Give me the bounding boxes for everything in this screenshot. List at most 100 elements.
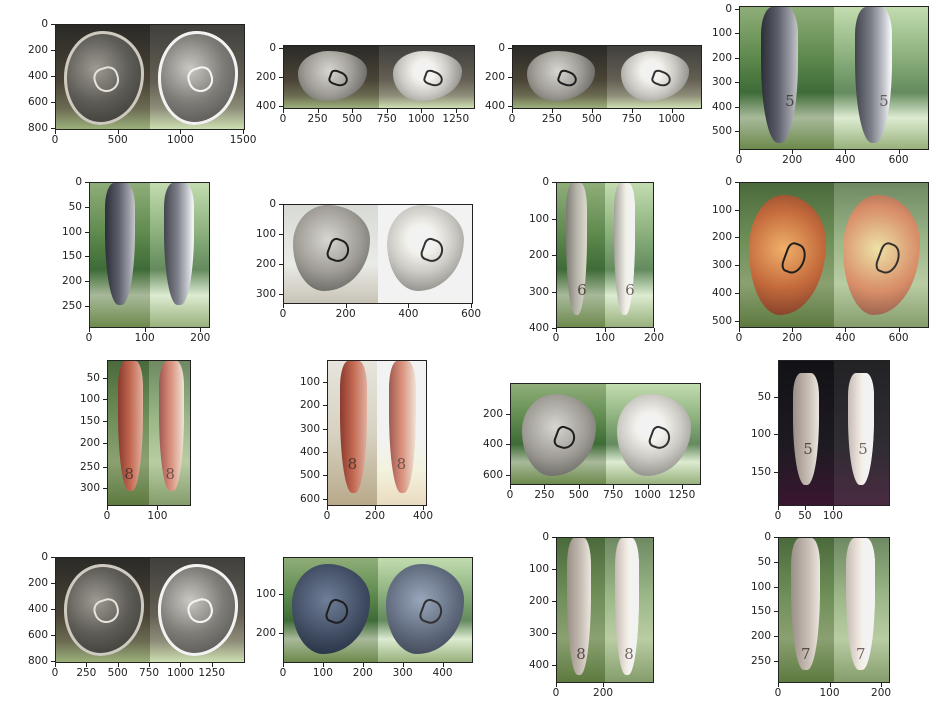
x-tick-label: 1000	[634, 489, 661, 501]
x-tick-mark	[613, 485, 615, 489]
plot-r1c4: 5 5 0 100 200 300 400 500 0 200 400 600	[712, 4, 929, 165]
original-image: 7	[779, 538, 834, 682]
x-tick-mark	[647, 485, 649, 489]
y-tick-label: 300	[255, 287, 276, 300]
x-tick-label: 500	[107, 667, 128, 679]
y-tick-label: 200	[711, 231, 732, 244]
golf-club-head	[291, 564, 371, 654]
augmented-image	[607, 46, 701, 108]
x-tick-mark	[211, 663, 213, 667]
augmented-image	[378, 205, 472, 303]
x-tick-mark	[283, 109, 284, 113]
y-tick-mark	[735, 292, 739, 294]
x-tick-mark	[578, 485, 580, 489]
club-number: 8	[347, 454, 358, 473]
original-image	[284, 46, 379, 108]
golf-club-head	[157, 564, 239, 656]
x-tick-mark	[881, 683, 883, 687]
x-tick-label: 0	[774, 687, 782, 699]
x-tick-mark	[898, 328, 900, 332]
x-tick-label: 250	[534, 489, 555, 501]
y-tick-label: 0	[764, 530, 771, 543]
y-tick-label: 500	[711, 314, 732, 327]
x-tick-mark	[510, 485, 511, 489]
original-image	[740, 183, 834, 327]
x-tick-mark	[829, 683, 831, 687]
y-tick-label: 50	[86, 371, 100, 384]
augmented-image	[150, 25, 244, 129]
original-image: 5	[740, 7, 834, 149]
y-tick-label: 200	[255, 257, 276, 270]
y-tick-label: 600	[299, 492, 320, 505]
club-number: 5	[803, 440, 813, 459]
augmented-image: 5	[834, 361, 889, 505]
y-tick-label: 400	[711, 100, 732, 113]
y-tick-label: 200	[79, 436, 100, 449]
x-tick-mark	[455, 109, 457, 113]
x-tick-mark	[631, 109, 633, 113]
y-tick-label: 50	[757, 555, 771, 568]
x-tick-mark	[55, 130, 56, 134]
y-tick-label: 200	[27, 43, 48, 56]
augmented-image: 8	[377, 361, 426, 505]
y-tick-mark	[279, 77, 283, 78]
x-tick-label: 200	[352, 667, 373, 679]
y-tick-label: 300	[528, 627, 549, 640]
y-tick-label: 200	[482, 407, 503, 420]
image-axes	[283, 204, 473, 304]
x-tick-label: 0	[774, 510, 782, 522]
y-tick-mark	[103, 466, 107, 468]
y-tick-label: 100	[711, 203, 732, 216]
original-image: 5	[779, 361, 834, 505]
y-tick-label: 100	[711, 27, 732, 40]
x-tick-label: 100	[822, 510, 843, 522]
y-tick-mark	[85, 306, 89, 308]
x-tick-label: 0	[279, 113, 287, 125]
x-tick-label: 400	[412, 510, 434, 522]
original-image	[511, 384, 606, 484]
y-tick-mark	[774, 661, 778, 663]
y-tick-label: 200	[255, 70, 276, 83]
augmented-image	[834, 183, 928, 327]
x-tick-label: 0	[323, 510, 331, 522]
y-tick-label: 100	[528, 562, 549, 575]
y-tick-mark	[774, 586, 778, 588]
y-tick-label: 300	[711, 76, 732, 89]
image-axes	[55, 557, 245, 663]
x-tick-label: 750	[139, 667, 160, 679]
x-tick-label: 1000	[658, 113, 685, 125]
y-tick-mark	[774, 611, 778, 613]
y-tick-label: 0	[725, 2, 732, 15]
x-tick-mark	[117, 130, 119, 134]
x-tick-mark	[591, 109, 593, 113]
y-tick-mark	[774, 434, 778, 436]
y-tick-label: 0	[542, 530, 549, 543]
golf-club-head	[613, 183, 635, 316]
golf-club-head	[792, 372, 820, 485]
club-number: 6	[625, 280, 635, 299]
y-tick-mark	[735, 131, 739, 133]
x-tick-label: 200	[643, 332, 665, 344]
y-tick-mark	[103, 443, 107, 445]
y-tick-mark	[774, 636, 778, 638]
original-image	[284, 205, 378, 303]
golf-club-head	[387, 205, 465, 292]
x-tick-mark	[107, 506, 108, 510]
plot-r4c1: 0 200 400 600 800 0 250 500 750 1000 1250	[28, 552, 245, 678]
x-tick-mark	[792, 328, 794, 332]
y-tick-label: 100	[299, 375, 320, 388]
x-tick-mark	[327, 506, 328, 510]
y-tick-label: 400	[711, 286, 732, 299]
y-tick-label: 0	[269, 41, 276, 54]
x-tick-label: 1000	[167, 134, 194, 146]
club-number: 8	[124, 464, 134, 483]
y-tick-label: 150	[750, 605, 771, 618]
y-tick-mark	[51, 49, 55, 51]
y-tick-label: 300	[528, 285, 549, 298]
y-tick-label: 600	[482, 468, 503, 481]
golf-club-head	[385, 564, 465, 654]
y-tick-mark	[323, 498, 327, 500]
plot-r2c3: 6 6 0 100 200 300 400 0 100 200	[529, 177, 664, 343]
plot-r4c3: 8 8 0 100 200 300 400 0 200	[529, 532, 654, 698]
